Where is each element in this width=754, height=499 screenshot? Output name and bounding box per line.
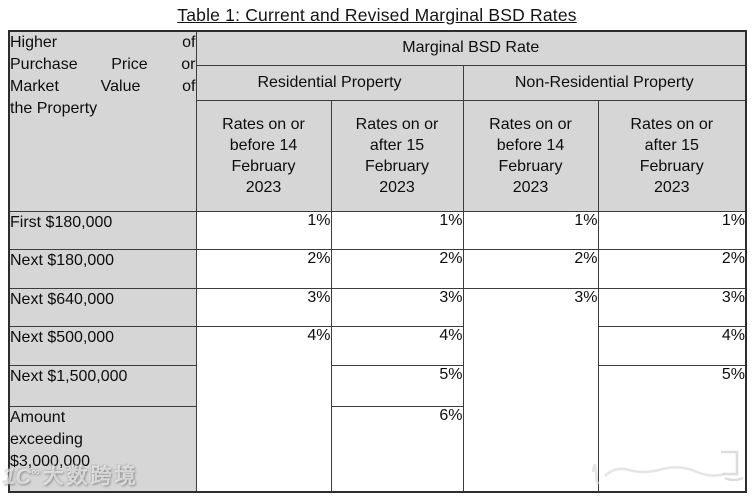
row-label: Next $640,000 xyxy=(8,287,197,327)
nonres-before-column-header: Rates on or before 14 February 2023 xyxy=(462,99,599,212)
residential-property-header: Residential Property xyxy=(195,64,464,101)
rate-res-after: 5% xyxy=(330,364,464,407)
rate-nonres-before-merged: 3% xyxy=(462,287,599,493)
rate-res-after: 6% xyxy=(330,405,464,493)
rate-res-after: 3% xyxy=(330,287,464,327)
rate-res-after: 1% xyxy=(330,210,464,250)
rate-nonres-before: 1% xyxy=(462,210,599,250)
rate-res-before: 1% xyxy=(195,210,332,250)
non-residential-property-header: Non-Residential Property xyxy=(462,64,747,101)
rate-nonres-before: 2% xyxy=(462,248,599,289)
header-row-2: Residential Property Non-Residential Pro… xyxy=(9,64,747,101)
corner-line-1: Higher of xyxy=(10,34,196,51)
rate-res-before: 2% xyxy=(195,248,332,289)
rate-res-before-merged: 4% xyxy=(195,325,332,493)
rate-nonres-after: 1% xyxy=(597,210,747,250)
table-row: Next $500,000 4% 4% 4% xyxy=(8,325,747,493)
table-row: Next $1,500,000 5% 5% xyxy=(8,364,747,493)
row-label: Next $1,500,000 xyxy=(8,364,197,407)
rate-nonres-after: 3% xyxy=(597,287,747,327)
rate-res-after: 2% xyxy=(330,248,464,289)
row-label: Amount exceeding $3,000,000 xyxy=(8,405,197,493)
row-label: Next $180,000 xyxy=(8,248,197,289)
res-after-column-header: Rates on or after 15 February 2023 xyxy=(330,99,464,212)
table-row: Next $640,000 3% 3% 3% 3% xyxy=(8,287,747,493)
table-title: Table 1: Current and Revised Marginal BS… xyxy=(177,5,577,25)
corner-header-cell: Higher of Purchase Price or Market Value… xyxy=(8,30,197,212)
row-label: Next $500,000 xyxy=(8,325,197,366)
rate-res-after: 4% xyxy=(330,325,464,366)
rate-nonres-after: 4% xyxy=(597,325,747,366)
marginal-bsd-rate-header: Marginal BSD Rate xyxy=(195,30,747,66)
corner-line-2: Purchase Price or xyxy=(10,56,196,73)
nonres-after-column-header: Rates on or after 15 February 2023 xyxy=(597,99,747,212)
corner-line-3: Market Value of xyxy=(10,78,196,95)
table-row: First $180,000 1% 1% 1% 1% xyxy=(8,210,747,250)
res-before-column-header: Rates on or before 14 February 2023 xyxy=(195,99,332,212)
table-row: Next $180,000 2% 2% 2% 2% xyxy=(8,248,747,289)
table-row: Amount exceeding $3,000,000 6% xyxy=(8,405,746,493)
corner-line-4: the Property xyxy=(10,100,98,117)
row-label: First $180,000 xyxy=(8,210,197,250)
header-row-1: Higher of Purchase Price or Market Value… xyxy=(8,30,747,212)
rate-res-before: 3% xyxy=(195,287,332,327)
rate-nonres-after-merged: 5% xyxy=(597,364,747,493)
header-row-3: Rates on or before 14 February 2023 Rate… xyxy=(9,99,747,212)
rate-nonres-after: 2% xyxy=(597,248,747,289)
bsd-rates-table: Higher of Purchase Price or Market Value… xyxy=(8,30,748,493)
